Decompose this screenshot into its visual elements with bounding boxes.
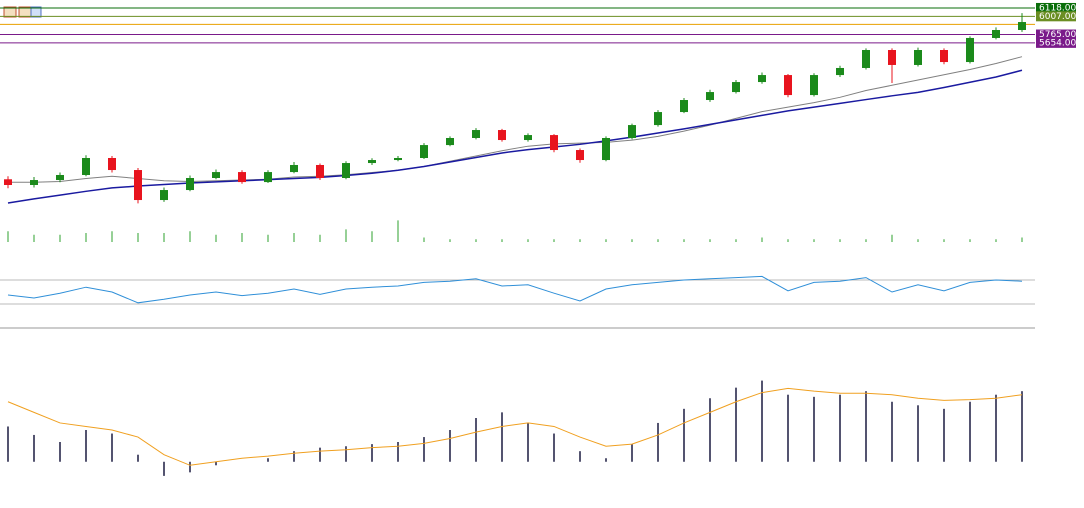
candle-body <box>212 172 220 179</box>
candle-body <box>888 50 896 65</box>
moving-average <box>8 56 1023 183</box>
candle-body <box>940 50 948 63</box>
candle-body <box>498 130 506 141</box>
level-label: 5654.00 <box>1039 38 1076 48</box>
candle-body <box>472 130 480 138</box>
icon[interactable] <box>18 6 32 18</box>
candle-body <box>914 50 922 65</box>
candle-body <box>966 37 974 63</box>
candle-body <box>160 190 168 201</box>
candle-body <box>368 160 376 164</box>
candle-body <box>30 180 38 185</box>
level-label-box <box>1036 11 1076 22</box>
candle-body <box>550 135 558 151</box>
candle-body <box>628 125 636 138</box>
candle-body <box>134 170 142 201</box>
candle-body <box>576 150 584 161</box>
signal-line <box>7 387 1023 466</box>
candle-body <box>602 137 610 161</box>
candle-body <box>706 92 714 101</box>
candle-body <box>732 82 740 93</box>
toolbar-icons <box>3 6 42 18</box>
candle-body <box>654 112 662 126</box>
level-label-box <box>1036 2 1076 13</box>
candle-body <box>264 172 272 183</box>
candle-body <box>238 172 246 183</box>
candle-body <box>680 100 688 113</box>
candle-body <box>810 75 818 96</box>
level-label-box <box>1036 29 1076 40</box>
icon[interactable] <box>30 6 42 18</box>
candle-body <box>394 157 402 161</box>
candle-body <box>82 157 90 175</box>
candle-body <box>420 145 428 158</box>
candle-body <box>784 75 792 96</box>
candle-body <box>758 75 766 83</box>
candle-body <box>342 163 350 179</box>
icon[interactable] <box>3 6 17 18</box>
rsi-line <box>7 275 1023 304</box>
candle-body <box>446 137 454 146</box>
level-label: 6007.00 <box>1039 12 1076 22</box>
candle-body <box>56 174 64 181</box>
candle-body <box>290 164 298 173</box>
candle-body <box>862 50 870 68</box>
level-label-box <box>1036 37 1076 48</box>
level-label: 6118.00 <box>1039 3 1076 13</box>
moving-average <box>7 69 1023 204</box>
candle-body <box>108 157 116 171</box>
candle-body <box>524 135 532 141</box>
candle-body <box>1018 22 1026 31</box>
candle-body <box>836 67 844 76</box>
candle-body <box>316 164 324 179</box>
candle-body <box>4 179 12 185</box>
level-label: 5765.00 <box>1039 30 1076 40</box>
candle-body <box>186 178 194 191</box>
candle-body <box>992 30 1000 38</box>
